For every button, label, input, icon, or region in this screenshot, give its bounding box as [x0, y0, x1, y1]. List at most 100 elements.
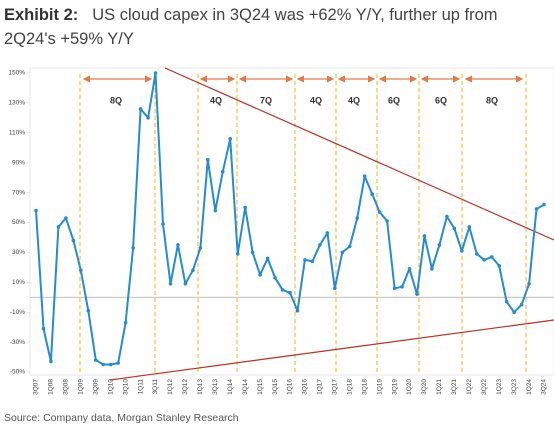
data-point	[86, 308, 91, 313]
period-lines	[79, 74, 527, 375]
data-point	[303, 258, 307, 262]
x-tick-label: 1Q20	[406, 379, 413, 395]
x-tick-label: 1Q16	[287, 379, 294, 395]
x-tick-label: 3Q24	[541, 379, 548, 395]
data-point	[310, 259, 315, 264]
data-point	[534, 207, 539, 211]
period-label: 4Q	[348, 95, 360, 105]
data-point	[512, 310, 516, 315]
x-tick-label: 1Q19	[376, 379, 383, 395]
x-tick-label: 1Q21	[436, 379, 443, 395]
period-label: 8Q	[110, 95, 122, 105]
y-tick-label: 110%	[9, 130, 25, 137]
data-point	[288, 290, 292, 295]
x-tick-label: 3Q11	[152, 379, 159, 395]
period-label: 4Q	[310, 95, 322, 105]
x-tick-label: 1Q10	[107, 379, 114, 395]
series-line	[35, 72, 545, 366]
period-label: 7Q	[260, 95, 272, 105]
trend-line	[164, 67, 554, 241]
x-tick-label: 1Q12	[167, 379, 174, 395]
data-point	[430, 267, 434, 271]
data-point	[258, 273, 262, 277]
x-tick-label: 1Q09	[78, 379, 85, 395]
data-point	[340, 250, 345, 255]
x-tick-label: 1Q08	[48, 379, 55, 395]
data-point	[467, 225, 472, 229]
data-point	[504, 299, 509, 304]
data-point	[146, 116, 150, 120]
x-tick-label: 1Q14	[227, 379, 234, 395]
data-point	[183, 281, 188, 286]
y-tick-label: 30%	[12, 249, 25, 256]
data-point	[273, 276, 277, 280]
data-point	[265, 256, 270, 261]
data-point	[250, 250, 255, 255]
data-point	[377, 210, 382, 214]
data-point	[220, 169, 225, 174]
data-point	[497, 264, 501, 268]
x-tick-label: 1Q13	[197, 379, 204, 395]
data-point	[333, 286, 337, 291]
data-point	[153, 71, 158, 75]
data-point	[445, 214, 449, 219]
data-point	[213, 208, 218, 213]
data-point	[101, 362, 106, 367]
x-tick-label: 3Q21	[451, 379, 458, 395]
x-tick-label: 3Q18	[361, 379, 368, 395]
x-tick-label: 3Q16	[302, 379, 309, 395]
x-tick-label: 1Q17	[317, 379, 324, 395]
data-point	[79, 268, 83, 273]
data-point	[198, 246, 203, 250]
x-tick-label: 1Q24	[526, 379, 533, 395]
period-label: 8Q	[486, 95, 498, 105]
data-point	[116, 361, 120, 365]
data-point	[176, 243, 180, 247]
x-tick-label: 1Q23	[496, 379, 503, 395]
data-point	[385, 219, 389, 223]
data-point	[362, 174, 367, 178]
data-point	[235, 252, 240, 256]
x-tick-label: 3Q17	[332, 379, 339, 395]
data-point	[370, 192, 374, 196]
data-point	[318, 243, 322, 247]
data-point	[41, 326, 46, 331]
data-point	[295, 308, 300, 313]
x-tick-label: 1Q15	[257, 379, 264, 395]
x-tick-label: 3Q10	[122, 379, 129, 395]
data-point	[542, 202, 546, 207]
y-tick-label: 90%	[12, 159, 25, 166]
period-label: 4Q	[210, 95, 222, 105]
data-point	[123, 320, 128, 325]
x-tick-label: 1Q18	[346, 379, 353, 395]
data-point	[392, 286, 397, 291]
x-tick-label: 3Q13	[212, 379, 219, 395]
y-tick-label: 10%	[12, 279, 25, 286]
data-point	[49, 359, 53, 364]
data-point	[131, 246, 135, 250]
data-point	[519, 302, 524, 307]
x-tick-label: 3Q14	[242, 379, 249, 395]
data-point	[191, 268, 195, 273]
data-point	[347, 244, 352, 249]
x-tick-label: 3Q15	[272, 379, 279, 395]
data-point	[452, 226, 457, 231]
x-tick-label: 3Q07	[33, 379, 40, 395]
y-tick-label: 70%	[12, 189, 25, 196]
exhibit-label: Exhibit 2:	[4, 6, 79, 24]
data-point	[422, 234, 427, 238]
x-tick-label: 3Q08	[63, 379, 70, 395]
data-point	[206, 157, 210, 162]
y-tick-label: 130%	[8, 100, 25, 107]
y-tick-label: 150%	[8, 70, 25, 77]
data-point	[325, 231, 330, 235]
y-tick-label: -10%	[10, 309, 25, 316]
data-point	[474, 252, 479, 256]
x-tick-label: 1Q22	[466, 379, 473, 395]
x-tick-label: 3Q23	[511, 379, 518, 395]
period-label: 6Q	[388, 95, 400, 105]
data-point	[355, 216, 360, 220]
data-point	[228, 136, 233, 141]
